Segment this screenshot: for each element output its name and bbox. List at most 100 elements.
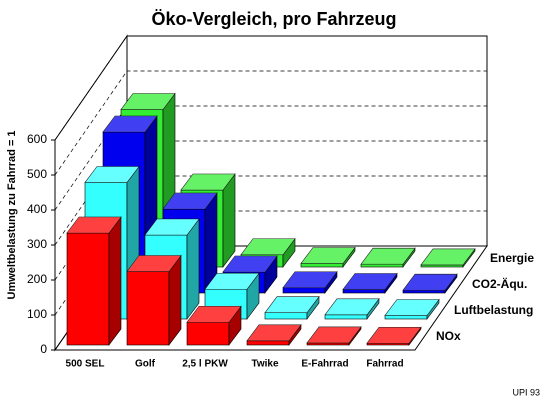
bar-side-shade	[445, 274, 457, 293]
bar-top	[120, 93, 176, 110]
bar-top-light	[385, 299, 439, 316]
bar-top	[306, 326, 362, 344]
bar-front	[384, 315, 428, 320]
bar-side-shade	[169, 255, 181, 345]
y-tick-label: 100	[27, 307, 47, 321]
bar-side-shade	[283, 238, 295, 267]
y-tick-label: 500	[27, 167, 47, 181]
bar-side-shade	[463, 248, 475, 267]
bar	[126, 254, 182, 346]
bar	[384, 298, 440, 320]
bar-top-light	[361, 248, 415, 265]
bar	[66, 216, 122, 346]
bar	[366, 326, 422, 346]
y-tick-label: 400	[27, 202, 47, 216]
bar	[186, 305, 242, 346]
bar-top	[324, 298, 380, 316]
bar-top-light	[205, 273, 259, 290]
bar-top	[162, 192, 218, 210]
bar-front	[420, 264, 464, 268]
bar-top-light	[163, 193, 217, 209]
bar-top	[384, 299, 440, 316]
bar-side-shade	[307, 296, 319, 319]
bar-side-shade	[109, 217, 121, 345]
bar-side-shade	[427, 299, 439, 319]
bar-top	[180, 173, 236, 191]
bar	[342, 272, 398, 294]
bar	[246, 323, 302, 346]
bar-top	[360, 247, 416, 265]
bar-top	[402, 273, 458, 291]
x-tick-label: E-Fahrrad	[301, 359, 348, 370]
bar-front	[264, 312, 308, 320]
y-tick-label: 200	[27, 272, 47, 286]
bar-top	[282, 271, 338, 289]
x-tick-label: 2,5 l PKW	[182, 359, 228, 370]
bar-top	[342, 273, 398, 290]
bar	[264, 295, 320, 320]
bar-front	[360, 263, 404, 268]
bar-side-shade	[229, 306, 241, 345]
bar-top-light	[145, 219, 199, 235]
bar-front	[186, 321, 230, 346]
bar-top-light	[223, 256, 277, 272]
bar-top-light	[421, 248, 475, 265]
bar-top-light	[367, 327, 421, 344]
x-tick-label: Fahrrad	[366, 359, 403, 370]
bar-top-light	[247, 324, 301, 341]
bar-top	[240, 238, 296, 256]
y-tick-label: 0	[40, 342, 47, 356]
bar-top	[300, 247, 356, 264]
x-tick-label: 500 SEL	[66, 359, 105, 370]
bar-top	[204, 272, 260, 290]
bar-side-shade	[187, 219, 199, 319]
bar-front	[126, 271, 170, 346]
bar-top-light	[325, 298, 379, 315]
bar	[420, 247, 476, 268]
bar-top	[264, 296, 320, 314]
bar-front	[300, 263, 344, 268]
bar-top-light	[187, 306, 241, 323]
bar-top	[420, 248, 476, 266]
bar-top-light	[283, 271, 337, 288]
bar	[360, 247, 416, 268]
bar-front	[324, 314, 368, 320]
bar-top	[144, 218, 200, 236]
bar-side-shade	[367, 298, 379, 319]
bar-side-shade	[247, 273, 259, 319]
bar-side-shade	[205, 193, 217, 293]
chart-title: Öko-Vergleich, pro Fahrzeug	[151, 9, 396, 29]
y-tick-label: 300	[27, 237, 47, 251]
bar-side-shade	[343, 247, 355, 267]
legend-label: Energie	[490, 251, 534, 265]
bar-front	[66, 232, 110, 346]
bar	[402, 273, 458, 294]
bar-top-light	[241, 238, 295, 255]
bar	[282, 270, 338, 294]
bar-side-shade	[223, 174, 235, 267]
bar-side-shade	[265, 256, 277, 293]
legend-label: NOx	[436, 329, 461, 343]
legend-label: Luftbelastung	[454, 303, 533, 317]
bar-side-shade	[289, 324, 301, 345]
grid-line	[54, 70, 487, 176]
legend-label: CO2-Äqu.	[472, 276, 527, 291]
bar-top	[84, 166, 140, 183]
bar-front	[246, 340, 290, 346]
bar	[324, 297, 380, 320]
bar-top	[66, 216, 122, 234]
bar-top	[246, 324, 302, 342]
bar-top	[102, 115, 158, 133]
bar-top-light	[85, 166, 139, 183]
bar-side-shade	[403, 248, 415, 267]
bar-top-light	[103, 116, 157, 132]
bar	[300, 246, 356, 268]
x-tick-label: Twike	[251, 359, 278, 370]
bar-top-light	[301, 247, 355, 264]
bar-front	[282, 287, 326, 294]
bar-top-light	[121, 93, 175, 110]
bar-top-light	[403, 274, 457, 291]
y-tick-label: 600	[27, 132, 47, 146]
bar-front	[342, 289, 386, 294]
